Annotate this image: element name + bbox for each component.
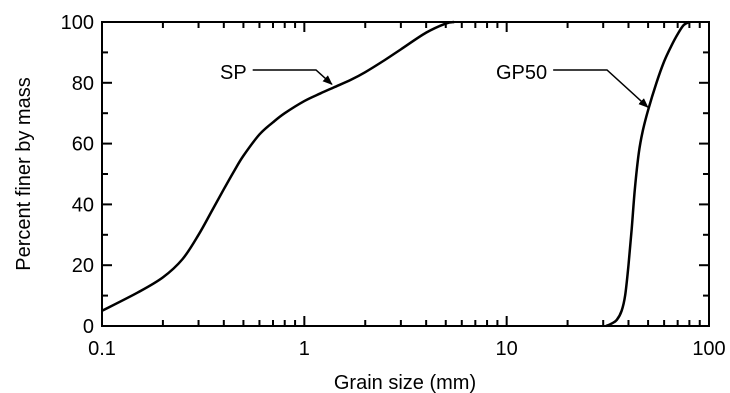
y-axis-ticks: 0 20 40 60 80 100 xyxy=(61,12,709,338)
y-tick-label: 80 xyxy=(72,73,94,95)
x-axis-ticks: 0.1 1 10 100 xyxy=(88,22,726,360)
series-line-sp xyxy=(101,20,455,312)
plot-frame xyxy=(101,21,710,327)
y-tick-label: 60 xyxy=(72,134,94,156)
annotation-label-gp50: GP50 xyxy=(496,62,547,84)
series-layer xyxy=(101,20,690,328)
y-tick-label: 0 xyxy=(83,316,94,338)
x-tick-label: 10 xyxy=(496,338,518,360)
y-axis-label: Percent finer by mass xyxy=(13,77,35,270)
series-line-gp50 xyxy=(605,20,690,328)
x-tick-label: 0.1 xyxy=(88,338,116,360)
y-tick-label: 100 xyxy=(61,12,94,34)
annotation-layer: SP GP50 xyxy=(220,62,649,108)
annotation-arrow-gp50 xyxy=(553,69,649,108)
x-tick-label: 1 xyxy=(299,338,310,360)
y-tick-label: 40 xyxy=(72,194,94,216)
annotation-arrow-sp xyxy=(252,69,333,86)
x-tick-label: 100 xyxy=(692,338,725,360)
x-axis-label: Grain size (mm) xyxy=(334,372,476,393)
annotation-label-sp: SP xyxy=(220,62,247,84)
y-tick-label: 20 xyxy=(72,255,94,277)
